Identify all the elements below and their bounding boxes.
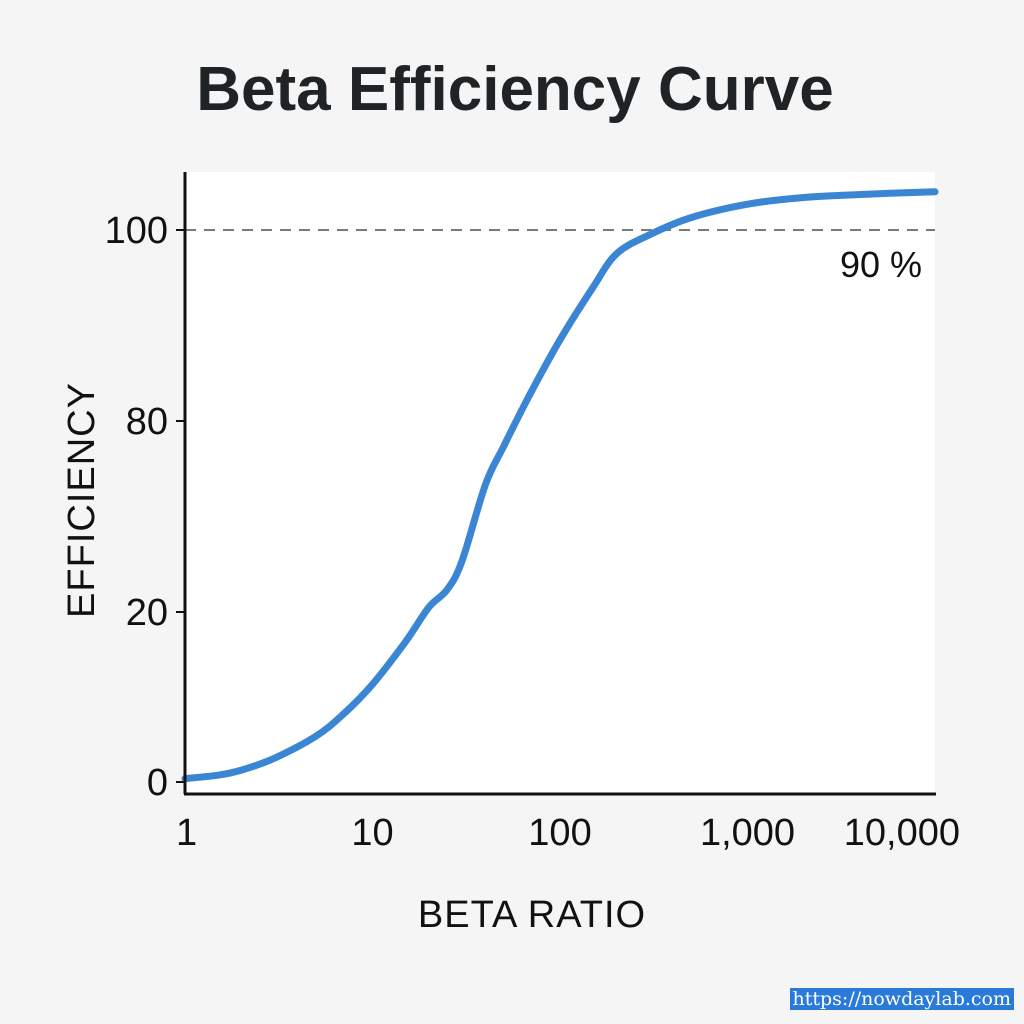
y-tick-label: 0 [147,762,168,804]
plot-area [185,172,935,793]
y-tick-label: 80 [126,401,168,443]
x-tick-label: 100 [528,812,591,854]
reference-line-label: 90 % [840,244,922,285]
source-watermark: https://nowdaylab.com [789,988,1014,1010]
x-tick-label: 10 [351,812,393,854]
y-tick-labels: 0 20 80 100 [105,210,185,804]
x-tick-label: 10,000 [844,812,960,854]
x-tick-label: 1 [176,812,197,854]
y-tick-label: 100 [105,210,168,252]
y-axis-label: EFFICIENCY [61,382,103,618]
efficiency-curve [181,188,939,783]
x-tick-labels: 1 10 100 1,000 10,000 [176,812,960,854]
x-axis-label: BETA RATIO [418,894,646,936]
x-tick-label: 1,000 [700,812,795,854]
y-tick-label: 20 [126,592,168,634]
chart-title: Beta Efficiency Curve [196,55,833,124]
